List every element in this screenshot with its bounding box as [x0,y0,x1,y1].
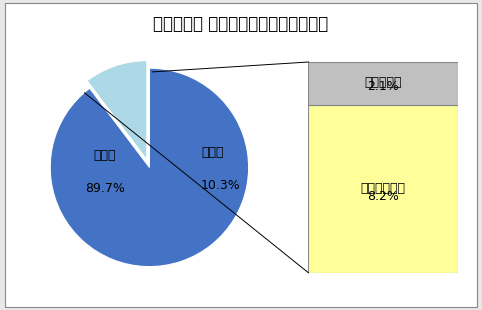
Text: 動機づけ支援: 動機づけ支援 [361,182,406,195]
Bar [308,105,458,273]
Text: 2.1%: 2.1% [367,80,399,93]
Wedge shape [87,61,147,160]
Wedge shape [50,68,249,267]
Text: 積極的支援: 積極的支援 [364,76,402,89]
Text: 対象外: 対象外 [94,149,116,162]
Text: その他: その他 [201,146,224,159]
Text: 8.2%: 8.2% [367,189,399,202]
Text: 令和元年度 特定保健指導対象者の割合: 令和元年度 特定保健指導対象者の割合 [153,16,329,33]
Text: 89.7%: 89.7% [85,182,125,195]
Text: 10.3%: 10.3% [201,179,241,192]
Bar [308,62,458,105]
